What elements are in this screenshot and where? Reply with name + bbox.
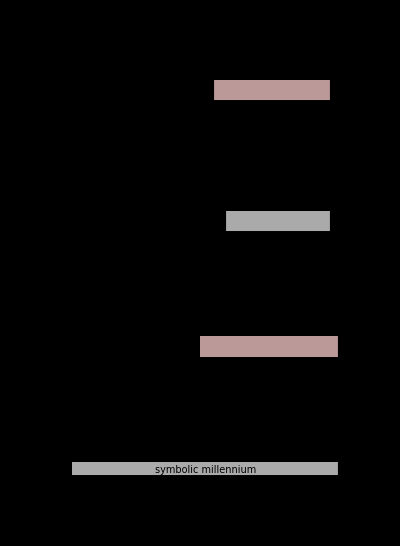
Text: 3. Postmillennialism: 3. Postmillennialism	[129, 397, 271, 410]
Text: second coming
last judgment: second coming last judgment	[324, 306, 392, 325]
Text: second coming
with church: second coming with church	[194, 184, 262, 204]
Text: second coming: second coming	[171, 62, 245, 73]
Bar	[200, 336, 340, 360]
Text: Eternity: Eternity	[391, 301, 400, 332]
Bar	[72, 462, 340, 478]
Bar	[224, 211, 332, 234]
Text: 4. Amillennialism: 4. Amillennialism	[140, 526, 260, 539]
Text: second coming
last judgment: second coming last judgment	[320, 430, 388, 450]
Text: millennium: millennium	[241, 68, 303, 78]
Text: First Coming of Jesus: First Coming of Jesus	[0, 233, 9, 313]
Bar	[212, 80, 332, 103]
Text: tribulation: tribulation	[103, 90, 153, 100]
Text: second coming for
church (rapture): second coming for church (rapture)	[86, 184, 170, 204]
Text: millennium: millennium	[205, 325, 259, 335]
Text: 1. Post-tribulational Premillennialism: 1. Post-tribulational Premillennialism	[68, 135, 332, 148]
Text: symbolic millennium: symbolic millennium	[155, 465, 257, 475]
Text: millennium: millennium	[247, 199, 309, 209]
Text: last judgment: last judgment	[322, 62, 390, 73]
Text: tribulation: tribulation	[151, 221, 201, 231]
Text: 2. Pre-tribulational (dispensational) Premillennialism: 2. Pre-tribulational (dispensational) Pr…	[33, 269, 367, 279]
Text: last judgment: last judgment	[322, 193, 390, 204]
